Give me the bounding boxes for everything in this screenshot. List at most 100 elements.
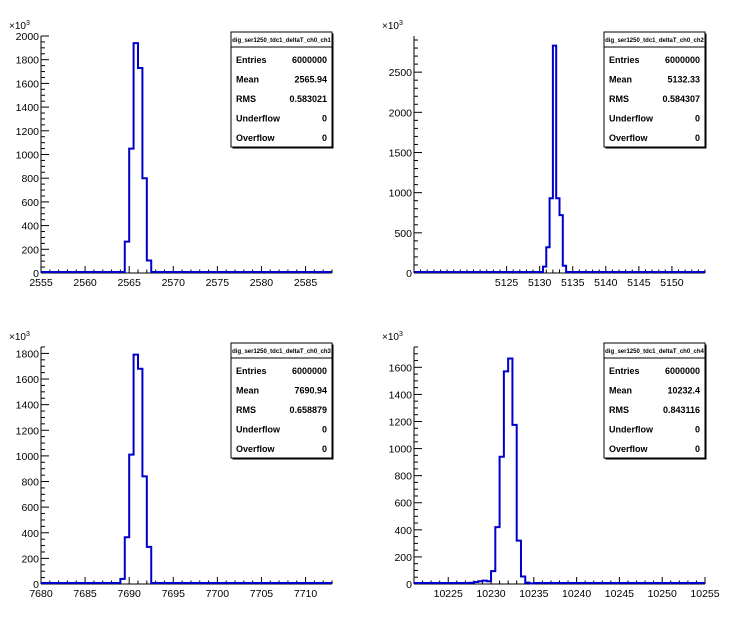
stats-value: 0 — [695, 425, 700, 435]
x-tick-label: 10250 — [648, 588, 677, 600]
y-tick-label: 2000 — [16, 31, 40, 43]
stats-label: Entries — [609, 366, 640, 376]
y-tick-label: 1800 — [16, 348, 40, 360]
histogram-line — [414, 357, 705, 585]
y-tick-label: 1500 — [389, 147, 413, 159]
x-tick-label: 5145 — [627, 277, 651, 289]
x-tick-label: 7685 — [73, 588, 97, 600]
y-tick-label: 1200 — [16, 425, 40, 437]
x-tick-label: 2560 — [73, 277, 97, 289]
y-tick-label: 800 — [21, 477, 39, 489]
y-tick-label: 400 — [394, 525, 412, 537]
x-tick-label: 10245 — [605, 588, 634, 600]
x-tick-label: 10225 — [434, 588, 463, 600]
stats-label: Underflow — [609, 114, 654, 124]
y-tick-label: 1200 — [16, 126, 40, 138]
x-tick-label: 7690 — [118, 588, 142, 600]
x-tick-label: 2565 — [118, 277, 142, 289]
y-tick-label: 1400 — [16, 400, 40, 412]
stats-box: dig_ser1250_tdc1_deltaT_ch0_ch1 Entries 60… — [230, 31, 334, 149]
histogram-line — [41, 42, 332, 273]
stats-value: 6000000 — [665, 366, 700, 376]
y-tick-label: 1000 — [389, 444, 413, 456]
stats-title: dig_ser1250_tdc1_deltaT_ch0_ch4 — [605, 349, 704, 355]
stats-box: dig_ser1250_tdc1_deltaT_ch0_ch3 Entries 60… — [230, 342, 334, 460]
x-tick-label: 5130 — [528, 277, 552, 289]
y-exponent-label: ×103 — [382, 20, 403, 32]
stats-value: 0 — [322, 133, 327, 143]
y-tick-label: 200 — [21, 244, 39, 256]
x-tick-label: 7705 — [250, 588, 274, 600]
histogram-panel-3: 7680 7685 7690 7695 7700 7705 7710 0 200 400 600 80… — [9, 331, 334, 600]
y-tick-label: 800 — [21, 173, 39, 185]
y-tick-label: 1200 — [389, 416, 413, 428]
stats-label: Overflow — [609, 133, 649, 143]
x-tick-label: 5135 — [561, 277, 585, 289]
stats-value: 0 — [322, 114, 327, 124]
y-tick-label: 500 — [394, 228, 412, 240]
y-tick-label: 1000 — [389, 188, 413, 200]
y-tick-label: 600 — [21, 197, 39, 209]
y-tick-label: 800 — [394, 471, 412, 483]
x-tick-label: 5150 — [660, 277, 684, 289]
histogram-panel-2: 5125 5130 5135 5140 5145 5150 0 500 1000 1500 2000… — [382, 20, 707, 289]
y-exponent-label: ×103 — [382, 331, 403, 343]
y-tick-label: 2500 — [389, 67, 413, 79]
y-tick-label: 600 — [394, 498, 412, 510]
y-tick-label: 0 — [406, 268, 412, 280]
y-tick-label: 200 — [394, 552, 412, 564]
y-tick-label: 1600 — [16, 78, 40, 90]
y-tick-label: 600 — [21, 502, 39, 514]
x-tick-label: 5140 — [594, 277, 618, 289]
stats-value: 0 — [695, 133, 700, 143]
stats-label: Mean — [609, 75, 632, 85]
stats-value: 6000000 — [292, 366, 327, 376]
x-tick-label: 10240 — [562, 588, 591, 600]
histogram-line — [414, 44, 705, 273]
x-tick-label: 2575 — [206, 277, 230, 289]
y-tick-label: 0 — [33, 268, 39, 280]
stats-label: Mean — [236, 386, 259, 396]
stats-value: 2565.94 — [294, 75, 327, 85]
stats-label: Underflow — [236, 114, 281, 124]
stats-label: Mean — [236, 75, 259, 85]
x-tick-label: 2580 — [250, 277, 274, 289]
y-tick-label: 1800 — [16, 55, 40, 67]
stats-title: dig_ser1250_tdc1_deltaT_ch0_ch2 — [605, 38, 704, 44]
y-tick-label: 1400 — [16, 102, 40, 114]
y-tick-label: 1600 — [16, 374, 40, 386]
y-tick-label: 200 — [21, 553, 39, 565]
stats-value: 10232.4 — [667, 386, 700, 396]
x-tick-label: 2585 — [294, 277, 318, 289]
stats-value: 0 — [695, 114, 700, 124]
stats-label: RMS — [236, 405, 256, 415]
x-tick-label: 2570 — [162, 277, 186, 289]
stats-value: 0 — [322, 425, 327, 435]
stats-label: Overflow — [236, 133, 276, 143]
stats-label: Underflow — [609, 425, 654, 435]
x-tick-label: 10255 — [690, 588, 719, 600]
x-tick-label: 10230 — [476, 588, 505, 600]
stats-label: RMS — [609, 405, 629, 415]
stats-value: 6000000 — [292, 55, 327, 65]
stats-value: 0.584307 — [662, 94, 700, 104]
stats-title: dig_ser1250_tdc1_deltaT_ch0_ch3 — [232, 349, 331, 355]
y-exponent-label: ×103 — [9, 331, 30, 343]
stats-label: Entries — [609, 55, 640, 65]
stats-label: Underflow — [236, 425, 281, 435]
stats-label: Overflow — [236, 444, 276, 454]
stats-label: Entries — [236, 366, 267, 376]
stats-box: dig_ser1250_tdc1_deltaT_ch0_ch2 Entries 60… — [603, 31, 707, 149]
stats-value: 5132.33 — [667, 75, 700, 85]
stats-label: RMS — [236, 94, 256, 104]
x-tick-label: 2555 — [29, 277, 53, 289]
y-tick-label: 1400 — [389, 389, 413, 401]
y-tick-label: 1000 — [16, 150, 40, 162]
stats-value: 0 — [322, 444, 327, 454]
x-tick-label: 7695 — [162, 588, 186, 600]
y-tick-label: 1000 — [16, 451, 40, 463]
stats-value: 7690.94 — [294, 386, 327, 396]
y-exponent-label: ×103 — [9, 20, 30, 32]
y-tick-label: 1600 — [389, 362, 413, 374]
